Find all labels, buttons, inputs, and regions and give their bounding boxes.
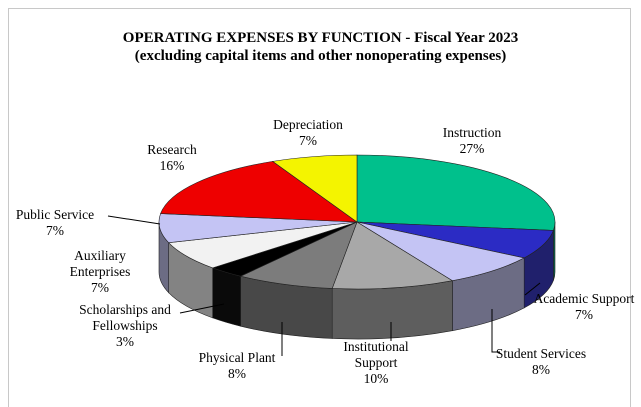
category-label: Scholarships and Fellowships [79, 302, 171, 333]
value-label: 7% [575, 307, 593, 322]
slice-label: Auxiliary Enterprises 7% [60, 248, 140, 296]
leader-line [179, 303, 225, 314]
slice [160, 161, 358, 223]
value-label: 7% [299, 133, 317, 148]
slice-label: Depreciation 7% [248, 117, 368, 149]
category-label: Student Services [495, 346, 587, 361]
pie-sides [158, 221, 556, 340]
slice-side [212, 267, 241, 327]
category-label: Depreciation [273, 117, 343, 132]
category-label: Physical Plant [198, 350, 276, 365]
slice-label: Public Service 7% [0, 207, 115, 239]
slice-label: Institutional Support 10% [331, 339, 421, 387]
value-label: 7% [46, 223, 64, 238]
slice-label: Scholarships and Fellowships 3% [60, 302, 190, 350]
chart-subtitle: (excluding capital items and other nonop… [134, 48, 507, 64]
slice-label: Research 16% [122, 142, 222, 174]
value-label: 8% [532, 362, 550, 377]
slice-label: Instruction 27% [412, 125, 532, 157]
slice [331, 221, 454, 290]
category-label: Academic Support [533, 291, 635, 306]
category-label: Instruction [442, 125, 502, 140]
slice [356, 221, 526, 282]
slice [239, 221, 358, 289]
leader-lines [107, 215, 541, 356]
category-label: Research [147, 142, 197, 157]
leader-line [107, 215, 161, 225]
value-label: 16% [159, 158, 185, 173]
category-label: Auxiliary Enterprises [69, 248, 131, 279]
slice-side [331, 280, 453, 340]
value-label: 7% [91, 280, 109, 295]
leader-line [491, 309, 500, 353]
leader-line [524, 282, 541, 296]
chart-frame [8, 8, 631, 407]
value-label: 3% [116, 334, 134, 349]
slice-label: Student Services 8% [471, 346, 611, 378]
slice-label: Physical Plant 8% [177, 350, 297, 382]
chart-title: OPERATING EXPENSES BY FUNCTION - Fiscal … [122, 30, 519, 46]
slice-label: Academic Support 7% [514, 291, 641, 323]
category-label: Institutional Support [343, 339, 409, 370]
slice [356, 154, 556, 231]
category-label: Public Service [15, 207, 95, 222]
value-label: 8% [228, 366, 246, 381]
value-label: 27% [459, 141, 485, 156]
value-label: 10% [363, 371, 389, 386]
pie-tops [158, 154, 556, 290]
pie [158, 154, 556, 340]
slice [271, 154, 358, 223]
